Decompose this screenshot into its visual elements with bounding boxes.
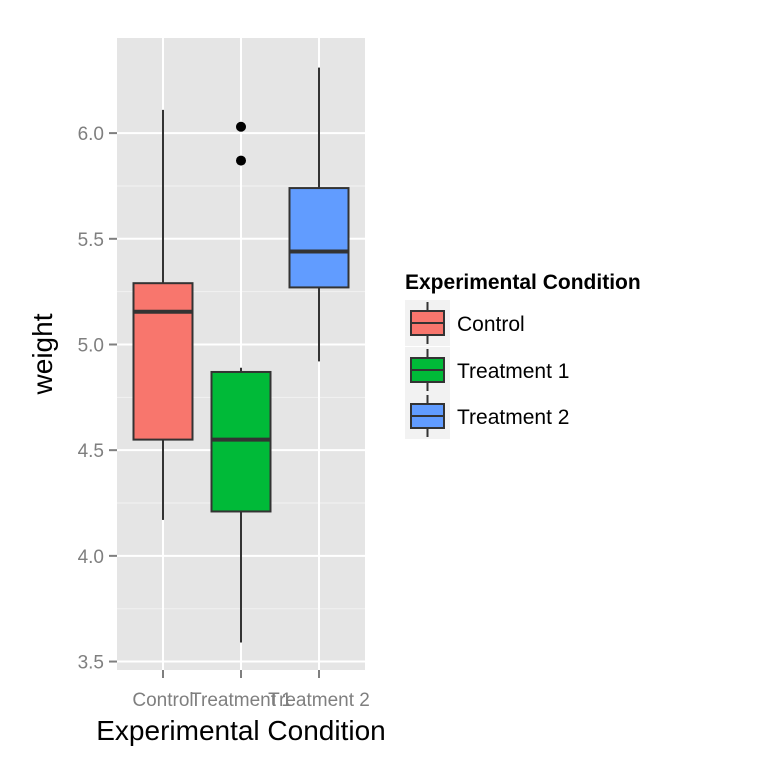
outlier-point [236, 155, 246, 166]
y-tick-label: 5.5 [78, 230, 104, 251]
y-tick-label: 3.5 [78, 653, 104, 674]
box [210, 370, 272, 513]
x-axis-title: Experimental Condition [96, 715, 386, 746]
box [132, 282, 194, 441]
outlier-point [236, 121, 246, 132]
y-axis: 3.5 4.0 4.5 5.0 5.5 6.0 [78, 124, 117, 674]
x-tick-label: Control [132, 690, 193, 711]
legend-label: Treatment 1 [457, 360, 569, 383]
boxplot-treatment-1 [210, 121, 272, 643]
y-tick-label: 6.0 [78, 124, 104, 145]
x-tick-label: Treatment 2 [268, 690, 370, 711]
y-tick-label: 4.0 [78, 547, 104, 568]
x-tick-label: Treatment 1 [190, 690, 292, 711]
legend: Experimental Condition Control Treatment … [405, 271, 641, 439]
boxplots [132, 67, 350, 643]
legend-label: Control [457, 313, 525, 336]
legend-item-treatment-2: Treatment 2 [405, 393, 569, 439]
legend-label: Treatment 2 [457, 406, 569, 429]
legend-item-control: Control [405, 300, 525, 346]
boxplot-treatment-2 [288, 67, 350, 362]
box [288, 187, 350, 289]
legend-item-treatment-1: Treatment 1 [405, 347, 569, 393]
y-tick-label: 5.0 [78, 335, 104, 356]
y-axis-title: weight [27, 313, 58, 395]
legend-title: Experimental Condition [405, 271, 641, 294]
boxplot-control [132, 109, 194, 520]
y-tick-label: 4.5 [78, 441, 104, 462]
